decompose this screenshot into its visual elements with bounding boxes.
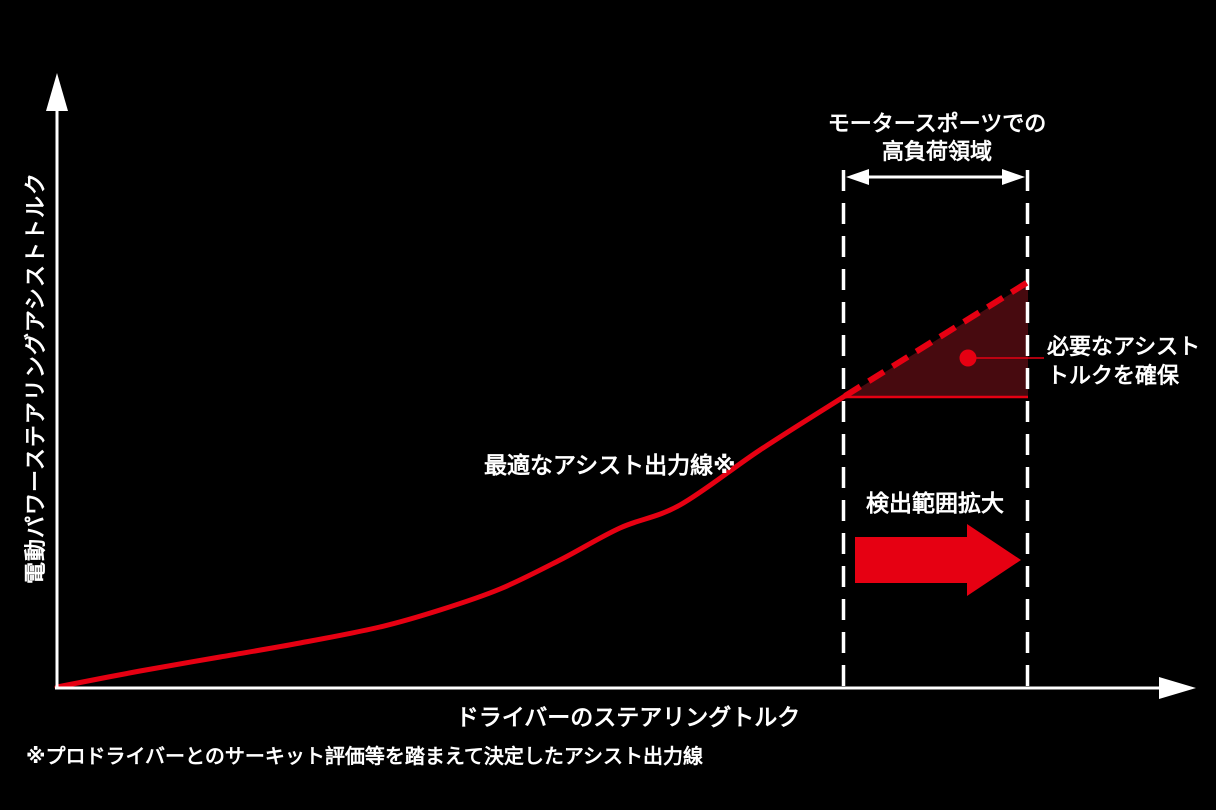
optimal-assist-output-curve (54, 393, 848, 690)
assist-torque-shaded-region (845, 283, 1028, 397)
high-load-region-label: モータースポーツでの 高負荷領域 (828, 110, 1046, 166)
y-axis-label: 電動パワーステアリングアシストトルク (23, 171, 48, 585)
x-axis-label: ドライバーのステアリングトルク (455, 704, 801, 730)
detection-range-label: 検出範囲拡大 (866, 490, 1004, 516)
x-axis-arrow-icon (1159, 677, 1196, 699)
required-assist-label-line1: 必要なアシスト (1047, 334, 1201, 359)
x-axis (55, 677, 1196, 699)
callout-dot-icon (959, 349, 977, 367)
detection-range-expand-arrow-icon (855, 524, 1021, 596)
high-load-region-label-line1: モータースポーツでの (827, 111, 1047, 136)
required-assist-label-line2: トルクを確保 (1047, 363, 1180, 388)
extended-assist-dashed-line (843, 279, 1030, 399)
high-load-range-arrow-icon (846, 169, 1025, 185)
y-axis-arrow-icon (46, 73, 68, 111)
footnote: ※プロドライバーとのサーキット評価等を踏まえて決定したアシスト出力線 (26, 746, 704, 768)
optimal-assist-line-label: 最適なアシスト出力線※ (484, 452, 736, 478)
y-axis (46, 73, 68, 689)
required-assist-label: 必要なアシスト トルクを確保 (1047, 332, 1200, 390)
high-load-region-label-line2: 高負荷領域 (881, 139, 992, 164)
